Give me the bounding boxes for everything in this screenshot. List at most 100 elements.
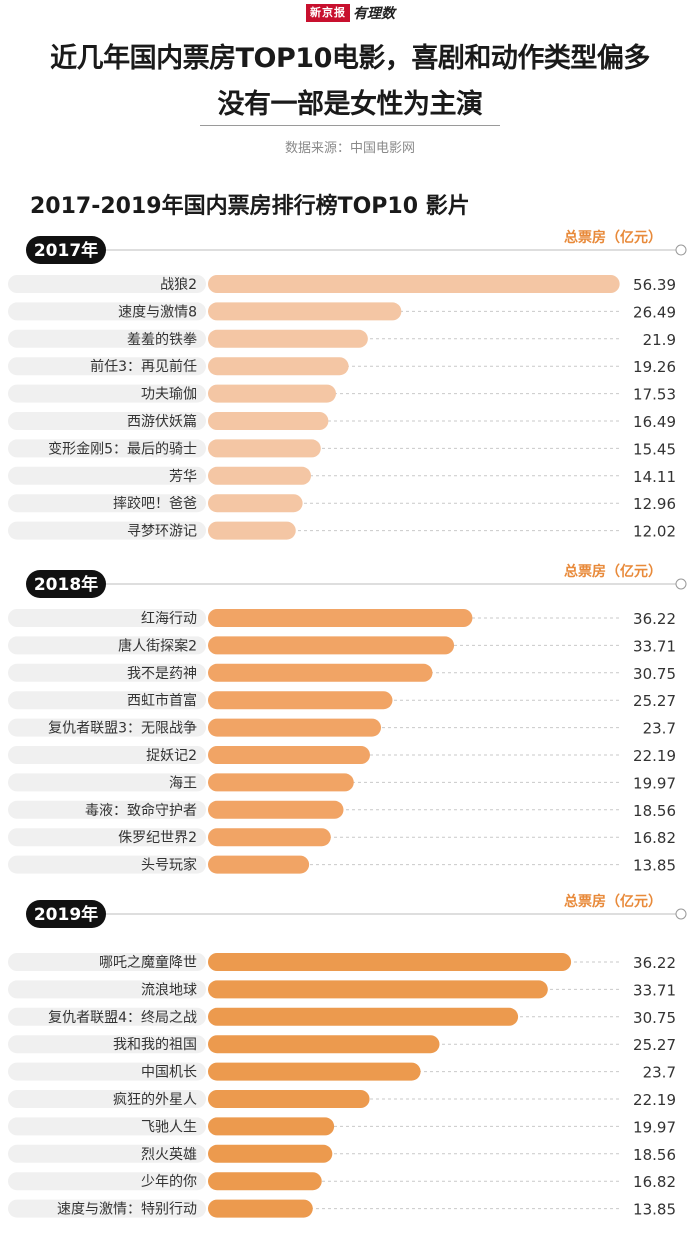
category-label: 前任3：再见前任 (90, 358, 197, 375)
category-background (8, 466, 206, 485)
year-badge (26, 236, 106, 264)
category-background (8, 746, 206, 764)
bar (208, 384, 336, 403)
category-background (8, 1172, 206, 1191)
bar (208, 521, 296, 540)
bar (208, 800, 344, 819)
category-background (8, 980, 206, 999)
chart-section-2019: 2019年 总票房（亿元） 哪吒之魔童降世 36.22 流浪地球 33.71 复仇者联盟4：… (8, 893, 687, 1219)
category-label: 变形金刚5：最后的骑士 (48, 441, 197, 457)
bar (208, 718, 382, 737)
category-label: 芳华 (169, 468, 197, 485)
year-label: 2017年 (34, 240, 98, 261)
value-label: 36.22 (633, 610, 676, 628)
year-badge (26, 570, 106, 598)
category-background (8, 302, 206, 321)
category-background (8, 773, 206, 792)
value-label: 15.45 (633, 440, 676, 458)
value-label: 16.82 (633, 829, 676, 847)
chart-section-2017: 2017年 总票房（亿元） 战狼2 56.39 速度与激情8 26.49 羞羞的铁拳 21.9… (8, 229, 687, 541)
unit-label: 总票房（亿元） (564, 229, 662, 246)
value-label: 12.96 (633, 495, 676, 513)
bar (208, 1090, 370, 1108)
category-background (8, 1090, 206, 1108)
brand-logo: 新京报 (306, 4, 350, 22)
bar (208, 828, 331, 847)
category-background (8, 718, 206, 737)
bar (208, 412, 329, 430)
value-label: 17.53 (633, 386, 676, 404)
category-label: 我不是药神 (127, 666, 197, 682)
year-badge (26, 900, 106, 928)
bar (208, 980, 548, 999)
category-label: 速度与激情：特别行动 (57, 1201, 197, 1218)
bar (208, 329, 368, 348)
bar (208, 466, 312, 485)
category-background (8, 636, 206, 655)
bar (208, 357, 349, 376)
section-header-endpoint (675, 908, 687, 920)
bar (208, 1172, 322, 1191)
value-label: 22.19 (633, 1091, 676, 1109)
category-label: 复仇者联盟4：终局之战 (48, 1009, 197, 1026)
category-label: 飞驰人生 (141, 1119, 197, 1135)
value-label: 22.19 (633, 747, 676, 765)
category-label: 流浪地球 (141, 982, 197, 998)
bar (208, 636, 455, 655)
value-label: 19.97 (633, 1118, 676, 1136)
bar (208, 1062, 421, 1081)
category-label: 侏罗纪世界2 (118, 830, 197, 846)
value-label: 19.26 (633, 358, 676, 376)
bar (208, 953, 572, 971)
category-background (8, 828, 206, 847)
data-source: 数据来源：中国电影网 (284, 141, 415, 156)
chart-title: 2017-2019年国内票房排行榜TOP10 影片 (30, 194, 470, 219)
bar (208, 1144, 333, 1163)
category-background (8, 855, 206, 874)
category-label: 中国机长 (141, 1065, 197, 1081)
category-label: 战狼2 (160, 277, 197, 293)
value-label: 19.97 (633, 774, 676, 792)
section-header-endpoint (675, 578, 687, 590)
bar (208, 494, 303, 513)
category-label: 西游伏妖篇 (127, 414, 197, 430)
category-label: 哪吒之魔童降世 (99, 954, 197, 971)
bar (208, 1035, 440, 1054)
bar (208, 275, 620, 293)
value-label: 14.11 (633, 468, 676, 486)
value-label: 16.82 (633, 1173, 676, 1191)
category-label: 烈火英雄 (141, 1146, 197, 1163)
category-label: 少年的你 (141, 1174, 197, 1190)
value-label: 18.56 (633, 1146, 676, 1164)
chart-section-2018: 2018年 总票房（亿元） 红海行动 36.22 唐人街探案2 33.71 我不是药神 30.… (8, 563, 687, 875)
bar (208, 855, 310, 874)
category-background (8, 1007, 206, 1026)
value-label: 33.71 (633, 981, 676, 999)
unit-label: 总票房（亿元） (564, 893, 662, 910)
category-background (8, 609, 206, 627)
value-label: 13.85 (633, 857, 676, 875)
value-label: 26.49 (633, 303, 676, 321)
value-label: 21.9 (643, 331, 676, 349)
value-label: 23.7 (643, 1064, 676, 1082)
category-background (8, 1035, 206, 1054)
category-background (8, 1117, 206, 1136)
bar (208, 1007, 519, 1026)
value-label: 13.85 (633, 1201, 676, 1219)
category-label: 速度与激情8 (118, 303, 197, 320)
value-label: 36.22 (633, 954, 676, 972)
category-label: 摔跤吧！爸爸 (113, 495, 197, 512)
category-label: 唐人街探案2 (118, 637, 197, 654)
category-label: 捉妖记2 (146, 748, 197, 764)
category-label: 疯狂的外星人 (113, 1092, 197, 1108)
category-label: 红海行动 (141, 611, 197, 627)
category-label: 复仇者联盟3：无限战争 (48, 720, 197, 737)
category-label: 毒液：致命守护者 (85, 802, 197, 819)
bar (208, 609, 473, 627)
value-label: 33.71 (633, 637, 676, 655)
value-label: 23.7 (643, 720, 676, 738)
sub-brand-logo: 有理数 (353, 6, 395, 22)
category-background (8, 953, 206, 971)
category-label: 海王 (169, 775, 197, 791)
